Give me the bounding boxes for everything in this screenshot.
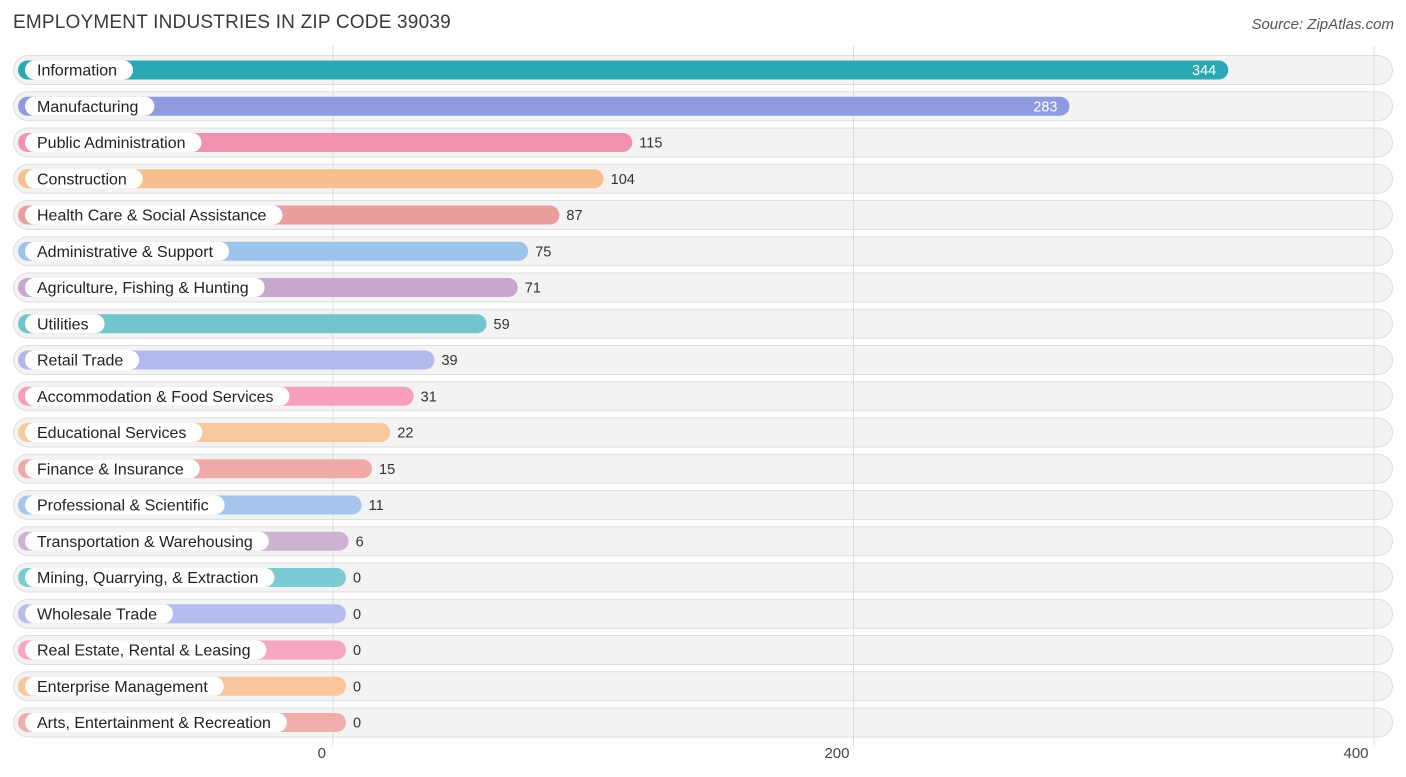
category-label: Construction [37,171,127,188]
bar-label-pill [25,350,140,370]
chart-source: Source: ZipAtlas.com [1251,16,1394,33]
value-label: 22 [397,426,413,442]
value-label: 104 [611,172,635,188]
row-background [13,707,1393,738]
bar-label-pill [25,568,275,587]
x-tick-label: 400 [1343,745,1368,762]
category-label: Agriculture, Fishing & Hunting [37,280,249,297]
bar-label-pill [25,241,230,261]
category-label: Transportation & Warehousing [37,534,253,551]
bar-label-pill [25,96,155,116]
value-label: 87 [566,208,582,224]
category-label: Administrative & Support [37,244,214,261]
bar-label-pill [25,278,265,297]
value-label: 0 [353,607,361,623]
row-background [13,671,1393,702]
category-label: Finance & Insurance [37,461,184,478]
bar-label-pill [25,640,267,660]
value-label: 344 [1192,63,1216,79]
value-label: 0 [353,716,361,732]
bar-label-pill [25,604,174,624]
category-label: Mining, Quarrying, & Extraction [37,570,258,587]
bar-label-pill [25,386,290,406]
bar-label-pill [25,459,200,479]
bar-label-pill [25,531,269,551]
category-label: Educational Services [37,425,186,442]
bar [18,96,1070,116]
value-label: 75 [535,244,551,260]
row-background [13,562,1393,593]
row-background [13,598,1393,629]
category-label: Public Administration [37,135,186,152]
category-label: Information [37,63,117,80]
value-label: 11 [369,498,384,514]
bars: Information 344 Manufacturing 283 Public Adm… [18,60,1229,732]
bar-label-pill [25,169,143,189]
bar-label-pill [25,495,225,515]
category-label: Manufacturing [37,99,138,116]
category-label: Accommodation & Food Services [37,389,274,406]
bar [18,169,604,189]
value-label: 115 [639,136,662,152]
bar-label-pill [25,423,203,442]
bar-label-pill [25,314,105,334]
category-label: Health Care & Social Assistance [37,208,267,225]
category-label: Real Estate, Rental & Leasing [37,643,250,660]
value-label: 0 [353,571,361,587]
chart-title: EMPLOYMENT INDUSTRIES IN ZIP CODE 39039 [13,12,451,33]
category-label: Utilities [37,316,89,333]
category-label: Professional & Scientific [37,498,209,515]
value-label: 6 [356,534,364,550]
value-label: 15 [379,462,395,478]
value-label: 0 [353,679,361,695]
value-label: 283 [1033,99,1057,115]
bar-label-pill [25,676,224,696]
x-tick-label: 200 [824,745,849,762]
value-label: 71 [525,281,541,297]
category-label: Enterprise Management [37,679,208,696]
value-label: 31 [421,389,437,405]
x-axis-ticks: 0 200 400 [318,745,1369,762]
value-label: 59 [494,317,510,333]
value-label: 39 [441,353,457,369]
bar [18,314,487,334]
bar-label-pill [25,60,134,80]
bar [18,60,1229,80]
bar-label-pill [25,205,283,225]
value-label: 0 [353,643,361,659]
row-background [13,526,1393,557]
category-label: Wholesale Trade [37,606,157,623]
category-label: Arts, Entertainment & Recreation [37,715,271,732]
x-tick-label: 0 [318,745,326,762]
bar-label-pill [25,713,287,732]
row-background [13,635,1393,665]
bar-label-pill [25,133,202,152]
category-label: Retail Trade [37,353,123,370]
